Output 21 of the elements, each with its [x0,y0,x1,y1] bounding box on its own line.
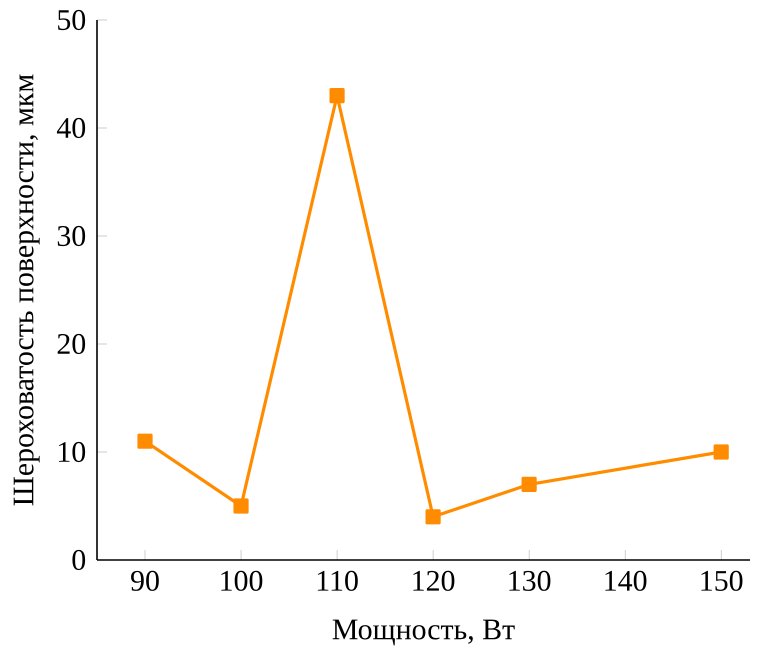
x-tick-label: 150 [701,570,742,591]
y-tick-label: 50 [58,10,86,30]
point [522,476,537,492]
x-tick-label: 130 [509,570,550,591]
x-tick-label: 120 [413,570,454,591]
x-tick-label: 90 [131,570,159,591]
point [233,498,249,514]
x-tick-label: 100 [221,570,262,591]
x-tick-label: 140 [605,570,646,591]
x-tick-label: 110 [318,570,358,591]
point [329,88,345,104]
y-tick-label: 0 [72,550,86,570]
y-tick-label: 40 [56,118,86,138]
point [426,509,441,524]
y-tick-label: 30 [58,226,86,246]
y-axis-title: Шероховатость поверхности, мкм [14,74,40,506]
y-tick-label: 10 [58,442,86,462]
point [137,434,153,449]
x-axis-title: Мощность, Вт [332,620,515,646]
point [714,444,729,460]
y-tick-label: 20 [58,334,86,354]
